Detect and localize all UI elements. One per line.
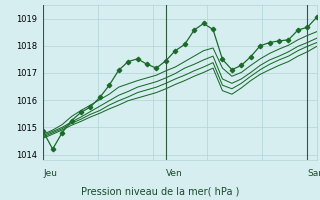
Text: Ven: Ven xyxy=(166,169,182,178)
Text: Sam: Sam xyxy=(308,169,320,178)
Text: Jeu: Jeu xyxy=(43,169,57,178)
Text: Pression niveau de la mer( hPa ): Pression niveau de la mer( hPa ) xyxy=(81,186,239,196)
